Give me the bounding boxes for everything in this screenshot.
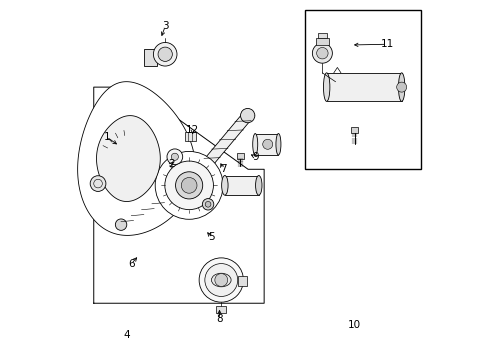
Circle shape — [164, 161, 213, 210]
Polygon shape — [78, 82, 195, 235]
Ellipse shape — [252, 134, 257, 155]
Text: 2: 2 — [167, 159, 174, 169]
Bar — [315, 38, 328, 45]
Circle shape — [262, 139, 272, 149]
Circle shape — [175, 172, 203, 199]
Bar — [255, 134, 278, 155]
Circle shape — [90, 176, 106, 192]
Ellipse shape — [275, 134, 281, 155]
Circle shape — [316, 48, 327, 59]
Circle shape — [155, 152, 223, 219]
Text: 6: 6 — [128, 259, 134, 269]
Circle shape — [202, 199, 213, 210]
Ellipse shape — [255, 176, 262, 195]
Bar — [238, 276, 247, 287]
Circle shape — [171, 153, 178, 160]
Bar — [317, 33, 326, 38]
Ellipse shape — [221, 176, 227, 195]
Circle shape — [115, 219, 126, 230]
Circle shape — [204, 264, 237, 296]
Text: 8: 8 — [216, 314, 223, 324]
Text: 1: 1 — [103, 132, 110, 142]
Text: 11: 11 — [380, 39, 393, 49]
Circle shape — [240, 108, 254, 123]
Bar — [144, 49, 157, 66]
Circle shape — [158, 47, 172, 62]
Text: 9: 9 — [251, 152, 258, 162]
Bar — [224, 176, 258, 195]
Text: 4: 4 — [123, 330, 130, 341]
Bar — [350, 127, 357, 133]
Ellipse shape — [211, 273, 231, 287]
Polygon shape — [96, 116, 160, 202]
Bar — [326, 73, 401, 102]
Text: 3: 3 — [162, 21, 168, 31]
Circle shape — [205, 202, 210, 207]
Bar — [305, 10, 421, 169]
Bar — [184, 132, 195, 141]
Text: 5: 5 — [208, 232, 215, 242]
Bar — [236, 153, 244, 158]
Circle shape — [396, 82, 406, 92]
Ellipse shape — [398, 73, 404, 102]
Circle shape — [153, 42, 177, 66]
Polygon shape — [115, 199, 170, 225]
Ellipse shape — [323, 73, 329, 102]
Polygon shape — [200, 115, 254, 164]
Text: 7: 7 — [219, 164, 226, 174]
Circle shape — [214, 274, 227, 287]
Circle shape — [181, 177, 197, 193]
Bar — [216, 306, 226, 313]
Text: 10: 10 — [347, 320, 360, 330]
Circle shape — [166, 149, 183, 165]
Circle shape — [199, 258, 243, 302]
Text: 12: 12 — [186, 125, 199, 135]
Circle shape — [312, 43, 332, 63]
